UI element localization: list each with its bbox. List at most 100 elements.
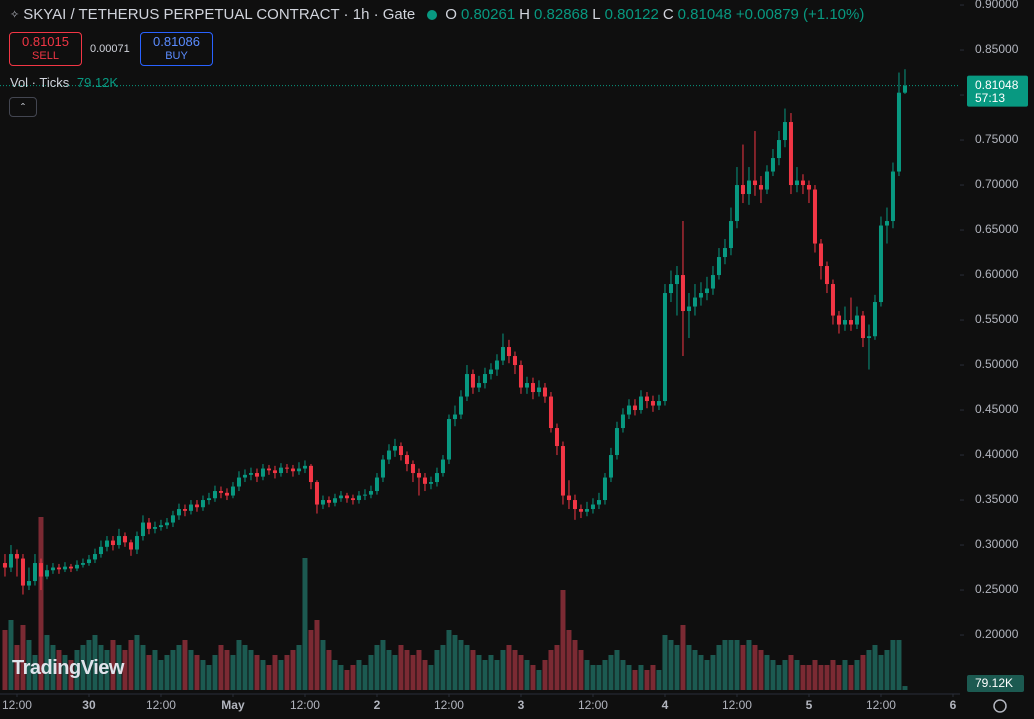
candle-body [62, 566, 67, 570]
volume-bar [128, 640, 134, 690]
volume-bar [200, 660, 206, 690]
volume-bar [698, 655, 704, 690]
volume-bar [8, 620, 14, 690]
candle-body [530, 383, 535, 393]
volume-bar [134, 635, 140, 690]
volume-bar [194, 655, 200, 690]
volume-bar [734, 640, 740, 690]
candle-body [176, 509, 181, 516]
settings-icon[interactable] [993, 699, 1007, 713]
volume-bar [494, 660, 500, 690]
candle-body [56, 567, 61, 570]
volume-bar [272, 655, 278, 690]
volume-bar [416, 650, 422, 690]
volume-bar [206, 665, 212, 690]
candle-body [608, 455, 613, 478]
candle-body [782, 122, 787, 141]
volume-bar [296, 645, 302, 690]
candle-body [68, 566, 73, 569]
candle-body [734, 185, 739, 222]
close-value: 0.81048 [677, 6, 732, 23]
volume-bar [104, 650, 110, 690]
buy-label: BUY [165, 50, 188, 62]
volume-bar [248, 650, 254, 690]
volume-bar [398, 645, 404, 690]
candle-body [290, 468, 295, 472]
volume-bar [518, 655, 524, 690]
volume-bar [122, 650, 128, 690]
volume-bar [722, 640, 728, 690]
volume-bar [740, 645, 746, 690]
volume-tag [967, 675, 1024, 692]
volume-bar [656, 670, 662, 690]
candle-body [794, 180, 799, 186]
candle-body [218, 491, 223, 493]
candle-body [32, 563, 37, 582]
volume-bar [878, 655, 884, 690]
volume-bar [560, 590, 566, 690]
volume-bar [476, 655, 482, 690]
volume-bar [830, 660, 836, 690]
candle-body [632, 405, 637, 411]
volume-bar [686, 645, 692, 690]
y-tick-label: 0.60000 [975, 267, 1019, 281]
volume-bar [290, 650, 296, 690]
volume-bar [848, 665, 854, 690]
volume-bar [170, 650, 176, 690]
candle-body [674, 275, 679, 285]
x-tick-label: 3 [518, 698, 525, 712]
candle-body [572, 500, 577, 510]
volume-bar [26, 640, 32, 690]
y-tick-label: 0.45000 [975, 402, 1019, 416]
candle-body [662, 293, 667, 402]
volume-bar [218, 645, 224, 690]
volume-bar [68, 660, 74, 690]
candle-body [284, 467, 289, 469]
candle-body [116, 536, 121, 546]
volume-bar [428, 665, 434, 690]
candle-body [776, 140, 781, 159]
candle-body [470, 374, 475, 388]
candle-body [524, 383, 529, 388]
candle-body [602, 477, 607, 501]
collapse-button[interactable]: ˆ [9, 97, 37, 117]
volume-bar [38, 517, 44, 690]
candle-body [698, 293, 703, 298]
volume-bar [116, 645, 122, 690]
sell-button[interactable]: 0.81015 SELL [9, 32, 82, 66]
spread: 0.00071 [90, 43, 130, 55]
volume-bar [80, 645, 86, 690]
volume-bar [20, 625, 26, 690]
candle-body [764, 171, 769, 190]
candle-body [86, 559, 91, 564]
volume-bar [344, 670, 350, 690]
candle-body [620, 414, 625, 429]
candle-body [440, 459, 445, 474]
x-tick-label: 12:00 [434, 698, 464, 712]
buy-button[interactable]: 0.81086 BUY [140, 32, 213, 66]
volume-bar [662, 635, 668, 690]
volume-bar [788, 655, 794, 690]
candle-body [866, 336, 871, 339]
candle-body [74, 564, 79, 569]
volume-bar [386, 650, 392, 690]
volume-bar [620, 660, 626, 690]
candle-body [542, 387, 547, 397]
candle-body [896, 92, 901, 172]
last-price-label: 0.81048 [975, 78, 1019, 92]
volume-bar [626, 665, 632, 690]
candle-body [860, 315, 865, 339]
candle-body [308, 465, 313, 483]
y-tick-label: 0.30000 [975, 537, 1019, 551]
volume-bar [320, 640, 326, 690]
volume-bar [110, 640, 116, 690]
candle-body [146, 522, 151, 529]
volume-bar [836, 665, 842, 690]
symbol-title[interactable]: SKYAI / TETHERUS PERPETUAL CONTRACT · 1h… [23, 6, 416, 23]
volume-bar [62, 655, 68, 690]
volume-bar [758, 650, 764, 690]
candle-body [14, 554, 19, 559]
candle-body [758, 185, 763, 190]
